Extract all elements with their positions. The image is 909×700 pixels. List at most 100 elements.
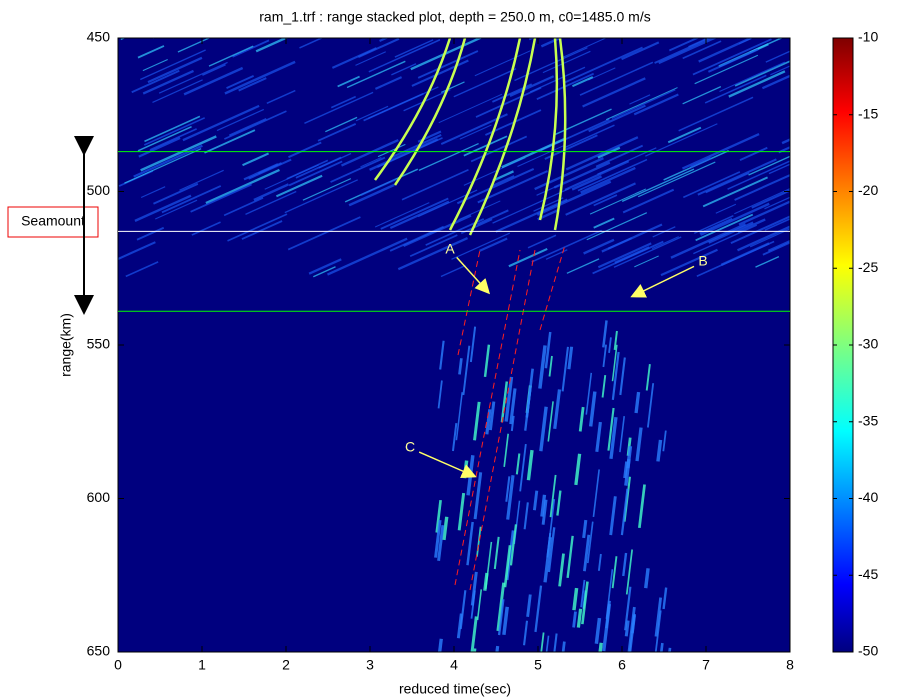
colorbar-tick-label: -20	[858, 182, 878, 198]
texture-streak	[661, 38, 664, 39]
texture-streak	[136, 226, 165, 241]
x-tick-label: 4	[450, 657, 458, 673]
texture-streak	[622, 552, 628, 577]
texture-streak	[346, 60, 406, 89]
texture-streak	[544, 331, 552, 369]
texture-streak	[556, 490, 562, 516]
x-tick-label: 7	[702, 657, 710, 673]
texture-streak	[613, 330, 618, 350]
texture-streak	[204, 129, 256, 154]
texture-streak	[138, 137, 181, 158]
texture-streak	[330, 95, 357, 109]
texture-streak	[562, 38, 608, 58]
texture-streak	[473, 401, 481, 441]
texture-streak	[389, 200, 450, 229]
texture-streak	[634, 391, 641, 414]
texture-streak	[633, 93, 679, 116]
texture-streak	[693, 214, 734, 234]
texture-streak	[374, 76, 403, 90]
texture-streak	[561, 641, 566, 652]
texture-streak	[660, 642, 664, 652]
texture-arrival	[538, 38, 559, 221]
texture-streak	[611, 351, 620, 400]
texture-streak	[623, 461, 629, 479]
texture-streak	[523, 620, 529, 646]
texture-streak	[597, 147, 657, 175]
overlay: A B C	[405, 241, 708, 479]
texture-streak	[476, 526, 482, 557]
texture-streak	[597, 242, 652, 269]
texture-streak	[144, 115, 201, 143]
texture-arrival	[373, 38, 452, 181]
texture-streak	[565, 136, 639, 171]
texture-streak	[434, 519, 442, 558]
texture-streak	[425, 218, 485, 246]
texture-streak	[288, 160, 343, 187]
texture-streak	[216, 108, 265, 132]
texture-streak	[720, 242, 770, 266]
texture-streak	[695, 213, 754, 242]
texture-streak	[312, 266, 336, 278]
texture-streak	[572, 611, 577, 628]
texture-streak	[140, 186, 166, 199]
texture-streak	[595, 421, 602, 453]
texture-streak	[645, 364, 651, 391]
texture-streak	[133, 144, 203, 178]
texture-streak	[523, 502, 529, 530]
texture-streak	[492, 188, 570, 224]
texture-streak	[525, 368, 534, 418]
texture-streak	[658, 38, 718, 65]
texture-streak	[360, 156, 382, 168]
texture-streak	[602, 344, 607, 368]
texture-streak	[597, 146, 621, 159]
texture-streak	[682, 86, 722, 105]
texture-streak	[534, 157, 604, 191]
texture-streak	[737, 218, 766, 233]
texture-streak	[317, 123, 357, 142]
texture-streak	[458, 358, 463, 375]
texture-streak	[134, 194, 192, 222]
dashed-guide	[539, 244, 566, 331]
texture-streak	[621, 41, 660, 61]
texture-streak	[456, 168, 535, 205]
texture-streak	[719, 61, 786, 92]
texture-streak	[670, 223, 747, 259]
texture-streak	[374, 202, 430, 228]
texture-streak	[619, 357, 626, 396]
texture-streak	[678, 96, 754, 132]
texture-streak	[226, 75, 255, 89]
texture-streak	[492, 170, 514, 182]
texture-streak	[509, 388, 517, 425]
y-tick-label: 500	[87, 182, 111, 198]
texture-streak	[483, 344, 491, 378]
texture-streak	[667, 126, 702, 144]
texture-streak	[608, 337, 612, 353]
texture-streak	[485, 409, 492, 435]
texture-streak	[137, 45, 165, 59]
texture-streak	[583, 238, 615, 255]
texture-streak	[440, 264, 466, 278]
texture-streak	[380, 197, 449, 230]
texture-streak	[682, 40, 722, 60]
texture-streak	[553, 633, 558, 652]
texture-streak	[638, 484, 646, 529]
dashed-guide	[454, 249, 521, 586]
texture-streak	[548, 355, 553, 377]
texture-streak	[635, 427, 643, 462]
texture-streak	[152, 38, 156, 39]
texture-streak	[593, 217, 615, 229]
texture-streak	[654, 610, 662, 652]
y-axis-label: range(km)	[58, 313, 74, 377]
texture-streak	[437, 638, 443, 652]
texture-streak	[120, 38, 126, 41]
texture-streak	[651, 236, 679, 250]
texture-streak	[470, 590, 476, 619]
texture-streak	[238, 77, 267, 92]
texture-streak	[397, 236, 469, 271]
texture-streak	[693, 224, 758, 255]
annotation: A	[445, 241, 455, 257]
texture-streak	[143, 117, 206, 146]
texture-streak	[479, 237, 508, 252]
x-tick-label: 3	[366, 657, 374, 673]
annotation: Seamount	[21, 213, 85, 229]
